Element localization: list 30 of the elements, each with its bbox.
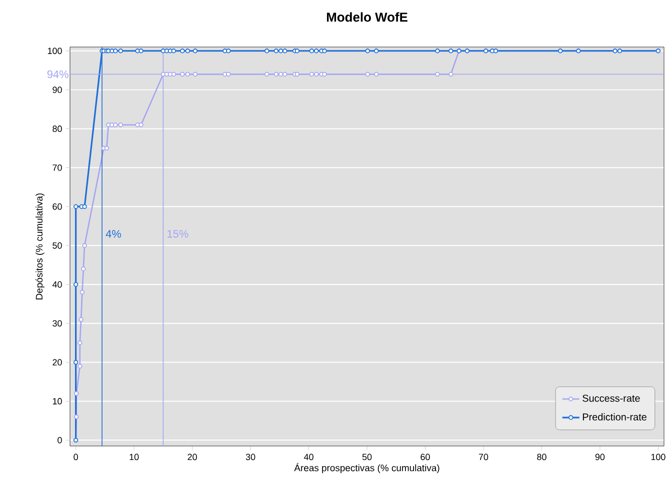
y-axis-title: Depósitos (% cumulativa) [35,193,44,300]
x-tick-label: 70 [478,454,488,460]
ref-line-label: 94% [47,70,68,78]
x-tick-label: 0 [74,454,78,460]
y-tick-label: 20 [52,359,62,366]
x-tick-label: 10 [130,454,139,460]
x-tick-label: 90 [595,454,605,460]
legend-label: Prediction-rate [582,413,646,420]
y-tick-label: 80 [52,126,62,132]
y-tick-label: 30 [52,320,62,327]
y-tick-label: 0 [58,436,62,444]
legend-label: Success-rate [582,394,640,402]
chart-title: Modelo WofE [326,12,408,22]
x-tick-label: 20 [188,454,197,460]
y-tick-label: 60 [52,203,62,210]
y-tick-label: 90 [52,86,62,93]
x-tick-label: 40 [304,454,314,460]
y-tick-label: 40 [52,281,62,288]
x-tick-label: 50 [362,454,372,460]
x-tick-label: 80 [537,454,546,460]
x-axis-title: Áreas prospectivas (% cumulativa) [294,462,440,474]
y-tick-label: 50 [52,242,62,249]
y-tick-label: 70 [52,164,62,171]
y-tick-label: 10 [52,398,62,404]
y-tick-label: 100 [48,48,62,54]
x-tick-label: 30 [246,454,256,460]
ref-line-label: 4% [106,230,121,238]
x-tick-label: 60 [420,454,430,460]
ref-line-label: 15% [168,230,188,238]
x-tick-label: 100 [651,454,666,460]
